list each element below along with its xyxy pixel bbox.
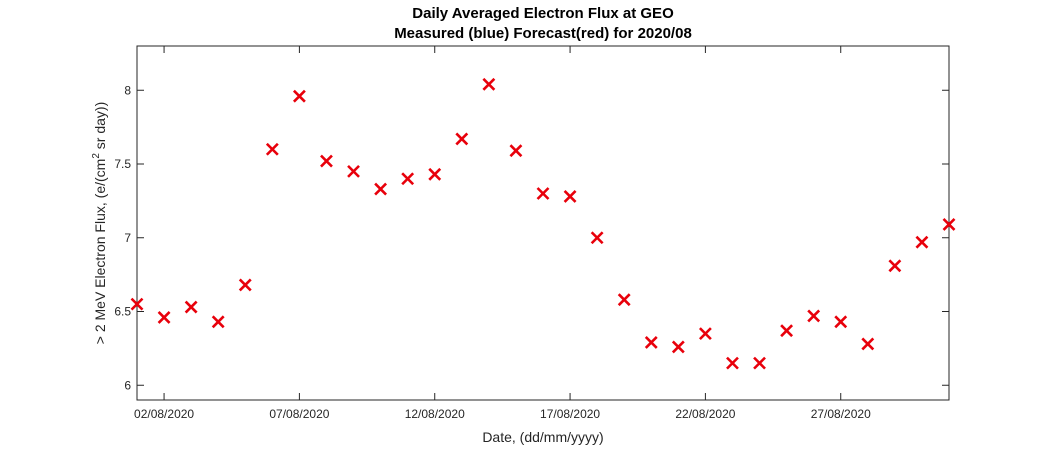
data-point — [536, 187, 550, 200]
data-point — [753, 356, 766, 370]
y-axis-label-superscript: 2 — [91, 153, 102, 159]
y-tick-label: 6 — [124, 378, 131, 392]
data-point — [320, 154, 333, 168]
x-tick-label: 07/08/2020 — [269, 407, 329, 421]
chart-title-line-1: Daily Averaged Electron Flux at GEO — [412, 5, 674, 22]
data-point — [942, 218, 956, 231]
data-point — [347, 164, 360, 178]
x-tick-label: 12/08/2020 — [405, 407, 465, 421]
data-point — [915, 235, 929, 249]
y-axis: 6 6.5 7 7.5 8 — [114, 83, 949, 392]
data-point — [644, 336, 658, 349]
data-series-forecast — [130, 77, 956, 370]
data-point — [698, 327, 712, 341]
y-tick-label: 6.5 — [114, 305, 131, 319]
data-point — [374, 182, 388, 196]
data-point — [184, 300, 198, 314]
data-point — [834, 315, 848, 329]
y-tick-label: 7.5 — [114, 157, 131, 171]
x-tick-label: 02/08/2020 — [134, 407, 194, 421]
data-point — [726, 356, 739, 370]
data-point — [482, 77, 496, 91]
data-point — [130, 297, 144, 311]
data-point — [671, 340, 685, 354]
data-point — [428, 167, 442, 181]
data-point — [563, 190, 577, 203]
data-point — [617, 293, 631, 307]
data-point — [780, 324, 794, 338]
data-point — [238, 278, 252, 292]
y-axis-label: > 2 MeV Electron Flux, (e/(cm2 sr day)) — [91, 102, 108, 344]
data-point — [807, 309, 821, 323]
data-point — [455, 132, 469, 146]
data-point — [265, 142, 279, 156]
chart-title-line-2: Measured (blue) Forecast(red) for 2020/0… — [394, 25, 692, 42]
data-point — [211, 315, 225, 329]
data-point — [292, 89, 306, 103]
x-tick-label: 27/08/2020 — [811, 407, 871, 421]
x-tick-label: 22/08/2020 — [675, 407, 735, 421]
data-point — [157, 310, 171, 324]
plot-frame — [136, 45, 950, 401]
data-point — [590, 231, 604, 245]
y-tick-label: 8 — [124, 83, 131, 97]
x-axis-label: Date, (dd/mm/yyyy) — [482, 429, 603, 445]
data-point — [861, 337, 875, 351]
y-axis-label-main: > 2 MeV Electron Flux, (e/(cm — [92, 159, 108, 345]
x-tick-label: 17/08/2020 — [540, 407, 600, 421]
x-axis: 02/08/2020 07/08/2020 12/08/2020 17/08/2020… — [134, 46, 871, 421]
data-point — [888, 259, 902, 273]
y-tick-label: 7 — [124, 231, 131, 245]
y-axis-label-end: sr day)) — [92, 102, 108, 153]
data-point — [509, 144, 523, 158]
data-point — [401, 172, 415, 186]
